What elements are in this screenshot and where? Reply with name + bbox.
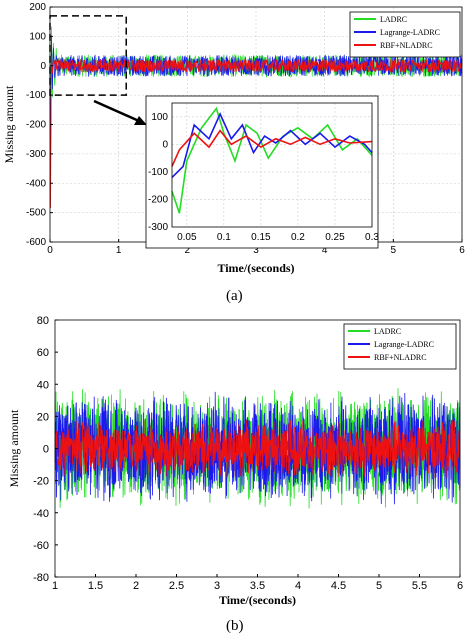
inset-x-tick-label: 0.1 (217, 232, 231, 243)
y-axis-label-b: Missing amount (7, 409, 21, 487)
x-tick-label: 0 (47, 245, 53, 256)
inset-y-tick-label: -200 (148, 194, 168, 205)
x-tick-label-b: 2.5 (169, 580, 184, 592)
y-tick-label-b: 20 (37, 411, 49, 423)
inset-x-tick-label: 0.3 (365, 232, 379, 243)
x-tick-label: 3 (253, 245, 259, 256)
y-tick-label-b: -40 (33, 508, 49, 520)
x-tick-label: 4 (322, 245, 328, 256)
inset-y-tick-label: -100 (148, 167, 168, 178)
y-tick-label: -600 (26, 237, 46, 248)
legend-a-label: RBF+NLADRC (380, 41, 433, 50)
x-tick-label-b: 5 (376, 580, 382, 592)
panel-b-chart: 1 1.5 2 2.5 3 3.5 4 4.5 5 5.5 6 -80 -60 -40 -20 0 20 40 60… (7, 315, 463, 607)
x-tick-label-b: 3.5 (250, 580, 265, 592)
zoom-arrow (93, 99, 140, 123)
series-line-b (54, 418, 461, 479)
inset-y-tick-label: 0 (162, 139, 168, 150)
y-tick-label-b: -60 (33, 540, 49, 552)
panel-a-label: (a) (226, 288, 243, 304)
inset-y-tick-label: 100 (151, 112, 168, 123)
y-tick-label: -500 (26, 208, 46, 219)
inset-frame (171, 102, 373, 228)
y-axis-label: Missing amount (2, 85, 16, 163)
inset-series-line (171, 106, 373, 214)
x-axis-label-b: Time/(seconds) (219, 593, 296, 607)
x-tick-label-b: 1 (52, 580, 58, 592)
y-tick-label: -400 (26, 178, 46, 189)
x-tick-label-b: 5.5 (412, 580, 427, 592)
inset-x-tick-label: 0.15 (251, 232, 271, 243)
x-tick-label-b: 2 (133, 580, 139, 592)
zoom-box (49, 15, 127, 96)
inset-series-line (171, 112, 373, 178)
legend-b-label: Lagrange-LADRC (374, 340, 434, 349)
y-tick-label: -100 (26, 90, 46, 101)
y-tick-label-b: 60 (37, 347, 49, 359)
legend-b-label: LADRC (374, 327, 401, 336)
x-tick-label: 6 (459, 245, 465, 256)
zoom-arrowhead (134, 116, 147, 125)
inset-y-tick-label: -300 (148, 222, 168, 233)
legend-a-label: LADRC (380, 15, 407, 24)
x-tick-label-b: 6 (457, 580, 463, 592)
y-tick-label: 0 (40, 61, 46, 72)
x-tick-label: 5 (391, 245, 397, 256)
x-tick-label: 1 (116, 245, 122, 256)
panel-a-chart: 0 1 2 3 4 5 6 -600 -500 -400 -300 -200 -100 0 100 200 Ti… (2, 2, 465, 275)
inset-x-tick-label: 0.25 (325, 232, 345, 243)
x-tick-label: 2 (185, 245, 191, 256)
inset-x-tick-label: 0.05 (177, 232, 197, 243)
series-line (49, 55, 463, 208)
y-tick-label-b: 0 (43, 444, 49, 456)
y-tick-label: -200 (26, 120, 46, 131)
x-axis-label: Time/(seconds) (217, 261, 294, 275)
x-tick-label-b: 4 (295, 580, 301, 592)
y-tick-label-b: -80 (33, 572, 49, 584)
y-tick-label-b: 80 (37, 315, 49, 327)
y-tick-label-b: 40 (37, 379, 49, 391)
legend-a-box (349, 11, 461, 58)
x-tick-label-b: 4.5 (331, 580, 346, 592)
y-tick-label: 100 (29, 31, 46, 42)
x-tick-label-b: 1.5 (88, 580, 103, 592)
inset-x-tick-label: 0.2 (291, 232, 305, 243)
legend-b-label: RBF+NLADRC (374, 353, 427, 362)
x-tick-label-b: 3 (214, 580, 220, 592)
y-tick-label-b: -20 (33, 476, 49, 488)
inset-series-line (171, 129, 373, 167)
y-tick-label: 200 (29, 2, 46, 13)
y-tick-label: -300 (26, 149, 46, 160)
legend-a-label: Lagrange-LADRC (380, 28, 440, 37)
panel-b-label: (b) (226, 618, 244, 634)
